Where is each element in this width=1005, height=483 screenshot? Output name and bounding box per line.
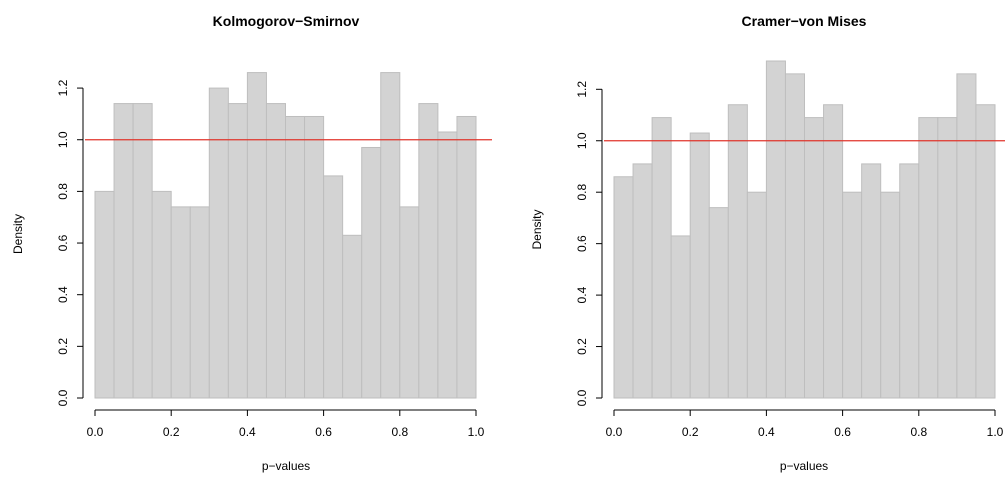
cvm-histogram-bar (632, 163, 653, 399)
cvm-y-axis-label: Density (530, 209, 544, 249)
cvm-histogram-bar (784, 73, 806, 399)
ks-y-tick-label: 0.0 (56, 389, 70, 406)
cvm-histogram-bar (804, 117, 825, 399)
cvm-y-tick-label: 0.6 (575, 235, 589, 252)
cvm-histogram-bar (937, 117, 958, 399)
ks-histogram-bar (170, 206, 191, 399)
cvm-y-tick-label: 0.4 (575, 286, 589, 303)
ks-y-tick-label: 1.2 (56, 79, 70, 96)
cvm-histogram-bar (765, 60, 786, 399)
ks-x-tick-label: 0.2 (163, 425, 180, 439)
cvm-x-tick-label: 0.8 (910, 425, 927, 439)
ks-x-tick-label: 0.6 (315, 425, 332, 439)
cvm-histogram-bar (975, 104, 996, 399)
ks-y-tick-label: 0.6 (56, 234, 70, 251)
cvm-x-tick-label: 1.0 (987, 425, 1004, 439)
cvm-y-tick-label: 0.0 (575, 389, 589, 406)
cvm-histogram-bar (670, 235, 691, 399)
cvm-histogram-bar (956, 73, 977, 399)
cvm-histogram-bar (708, 207, 729, 399)
cvm-histogram-bar (746, 191, 767, 399)
ks-histogram-bar (399, 206, 420, 399)
ks-histogram-bar (265, 103, 287, 399)
ks-histogram-panel: 0.0 0.2 0.4 0.6 0.8 1.0 0.0 0.2 0.4 0.6 0.8 1.0 1.2 K… (11, 13, 492, 473)
cvm-histogram-bar (899, 163, 920, 399)
ks-histogram-bar (437, 131, 458, 399)
ks-x-tick-label: 0.0 (87, 425, 104, 439)
ks-histogram-bar (323, 175, 344, 399)
cvm-histogram-bar (651, 117, 672, 399)
cvm-x-tick-label: 0.6 (834, 425, 851, 439)
ks-histogram-bar (208, 87, 229, 399)
cvm-histogram-bar (842, 191, 863, 399)
ks-histogram-bar (361, 146, 382, 399)
cvm-x-tick-label: 0.0 (606, 425, 623, 439)
ks-histogram-bar (456, 115, 477, 399)
cvm-y-tick-label: 1.0 (575, 132, 589, 149)
cvm-x-axis-label: p−values (780, 459, 828, 473)
ks-y-tick-label: 0.4 (56, 286, 70, 303)
cvm-y-tick-label: 0.2 (575, 338, 589, 355)
ks-y-tick-label: 0.2 (56, 338, 70, 355)
ks-histogram-bar (342, 234, 363, 399)
ks-histogram-bar (246, 72, 267, 399)
ks-histogram-bar (189, 206, 210, 399)
cvm-histogram-bar (689, 132, 710, 399)
ks-y-tick-label: 1.0 (56, 131, 70, 148)
ks-x-tick-label: 0.8 (391, 425, 408, 439)
cvm-histogram-bar (823, 104, 844, 399)
ks-y-tick-label: 0.8 (56, 183, 70, 200)
ks-histogram-bar (227, 103, 248, 399)
cvm-x-tick-label: 0.2 (682, 425, 699, 439)
cvm-y-tick-label: 0.8 (575, 184, 589, 201)
cvm-chart-title: Cramer−von Mises (742, 13, 867, 29)
ks-x-tick-label: 1.0 (468, 425, 485, 439)
ks-histogram-bar (380, 72, 401, 399)
ks-histogram-bar (151, 190, 172, 399)
ks-histogram-bar (113, 103, 134, 399)
ks-histogram-bar (304, 115, 325, 399)
cvm-histogram-bar (880, 191, 901, 399)
cvm-x-tick-label: 0.4 (758, 425, 775, 439)
ks-histogram-bar (285, 115, 306, 399)
cvm-histogram-bar (918, 117, 939, 399)
ks-histogram-bar (418, 103, 439, 399)
ks-histogram-bar (94, 190, 115, 399)
ks-x-tick-label: 0.4 (239, 425, 256, 439)
cvm-histogram-bar (727, 104, 748, 399)
cvm-y-tick-label: 1.2 (575, 81, 589, 98)
cvm-histogram-panel: 0.0 0.2 0.4 0.6 0.8 1.0 0.0 0.2 0.4 0.6 0.8 1.0 1.2 C… (530, 13, 1005, 473)
ks-x-axis-label: p−values (262, 459, 310, 473)
ks-y-axis-label: Density (11, 214, 25, 254)
ks-histogram-bar (132, 103, 153, 399)
cvm-histogram-bar (861, 163, 882, 399)
cvm-histogram-bar (613, 176, 634, 399)
ks-chart-title: Kolmogorov−Smirnov (213, 13, 360, 29)
